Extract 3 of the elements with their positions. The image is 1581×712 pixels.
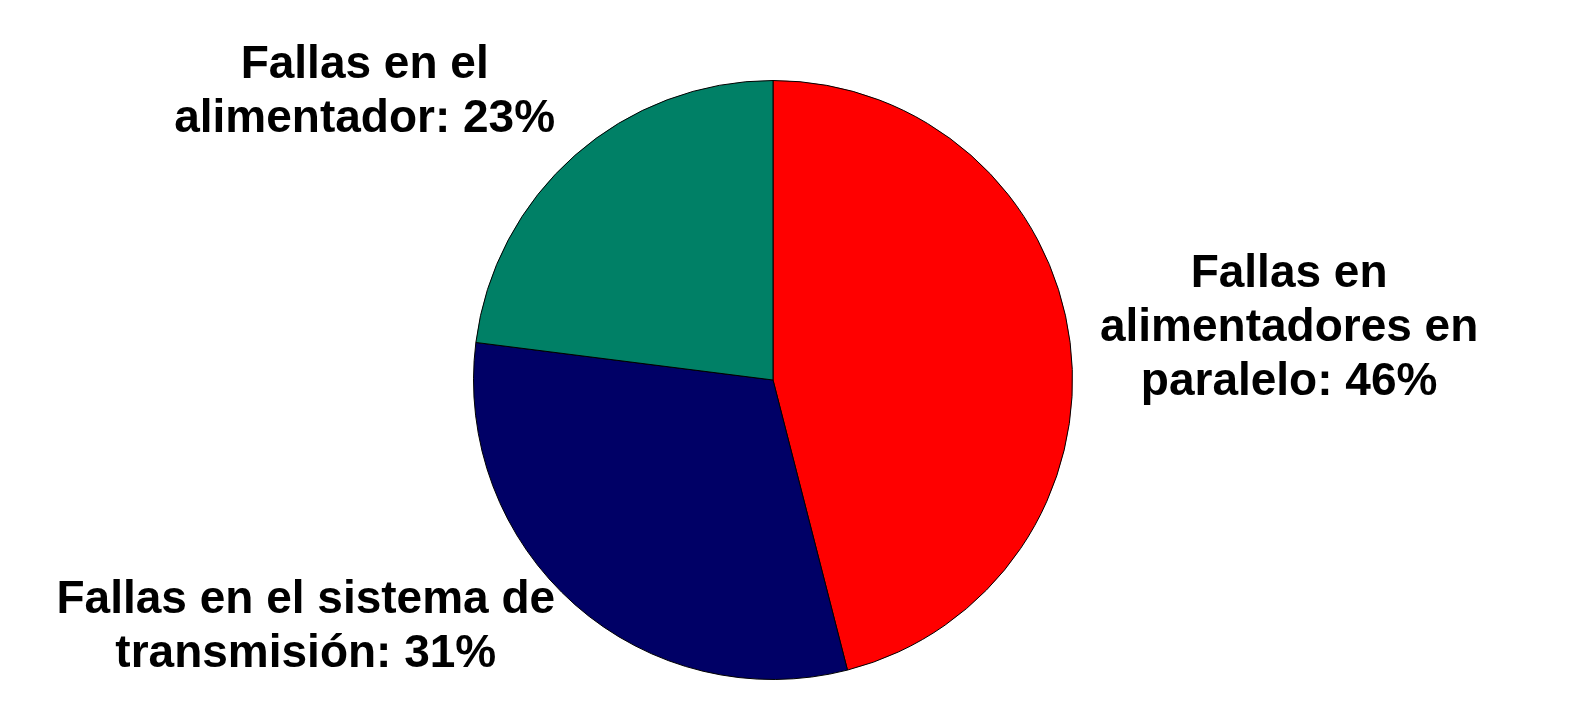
slice-label: Fallas en alimentadores en paralelo: 46% [1099,245,1479,406]
slice-label: Fallas en el alimentador: 23% [174,36,556,143]
slice-label: Fallas en el sistema de transmisión: 31% [56,570,556,677]
